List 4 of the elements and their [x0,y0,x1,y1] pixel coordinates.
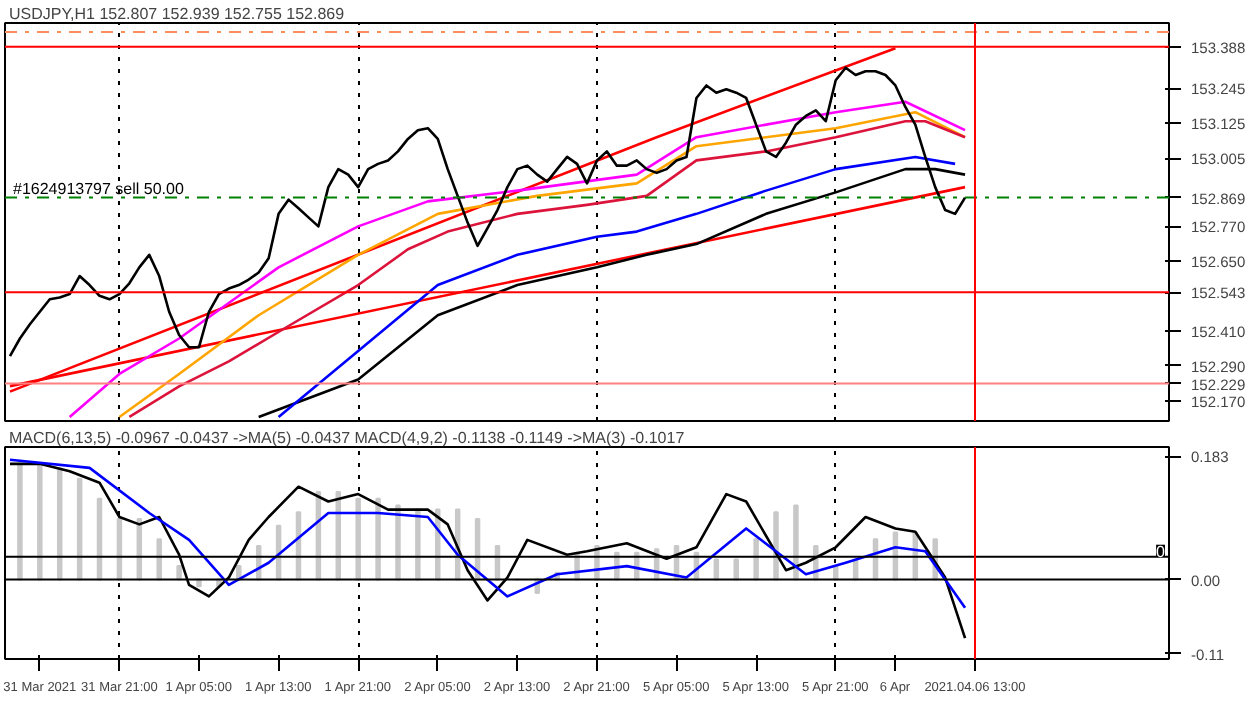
ref-line-label: 0 [1156,542,1167,561]
ref-line-label: #1624913797 sell 50.00 [13,179,185,198]
chart-title: USDJPY,H1 152.807 152.939 152.755 152.869 [9,5,346,23]
chart-title: MACD(6,13,5) -0.0967 -0.0437 ->MA(5) -0.0437 MACD(4,9,2) -0.1138 -0.1149 ->MA(3) -0.1017 [9,429,686,447]
